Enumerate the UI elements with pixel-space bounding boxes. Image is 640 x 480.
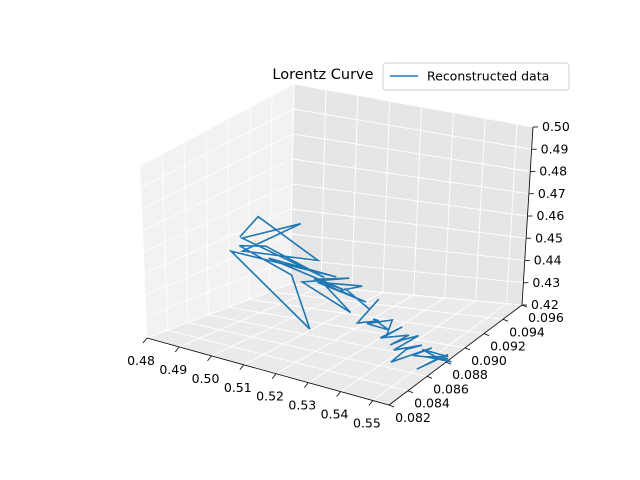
z-gridline-left [142, 158, 293, 231]
z-tick-label: 0.45 [535, 230, 563, 245]
back-pane [289, 83, 534, 306]
z-tick-label: 0.43 [532, 275, 560, 290]
x-axis-line [146, 337, 390, 406]
x-tick-mark [271, 373, 277, 379]
x-gridline-floor [275, 294, 414, 375]
x-tick-label: 0.50 [192, 371, 220, 386]
tick-labels: 0.480.490.500.510.520.530.540.55 0.0820.0… [127, 119, 570, 431]
z-gridline-back [292, 133, 531, 172]
x-gridline-floor [179, 286, 322, 348]
series-group [228, 215, 452, 370]
legend-box [382, 62, 570, 91]
x-tick-label: 0.51 [224, 380, 252, 395]
y-tick-label: 0.086 [433, 381, 469, 396]
x-tick-label: 0.55 [353, 416, 381, 431]
z-gridline-left [141, 133, 294, 210]
z-gridline-back [291, 183, 528, 217]
tick-marks [142, 126, 538, 408]
z-gridline-left [144, 208, 292, 274]
y-gridline-floor [269, 291, 504, 320]
z-gridline-back [291, 208, 527, 239]
y-tick-mark [483, 333, 490, 336]
z-tick-label: 0.48 [539, 164, 567, 179]
y-tick-label: 0.092 [490, 339, 526, 354]
z-tick-label: 0.50 [542, 119, 570, 134]
x-tick-mark [174, 346, 180, 353]
y-gridline-floor [187, 322, 428, 377]
y-gridline-floor [249, 298, 485, 335]
z-tick-label: 0.44 [534, 253, 562, 268]
x-tick-mark [239, 364, 245, 371]
axis-panes [139, 83, 534, 406]
y-tick-label: 0.090 [471, 353, 507, 368]
z-tick-label: 0.47 [538, 186, 566, 201]
z-gridline-back [293, 83, 534, 128]
x-tick-label: 0.48 [127, 353, 155, 368]
z-gridline-left [140, 108, 294, 188]
x-gridline-floor [340, 300, 476, 392]
z-gridline-back [292, 158, 529, 195]
legend: Reconstructed data [382, 62, 570, 91]
z-gridline-left [146, 283, 291, 339]
x-gridline-floor [308, 297, 445, 384]
y-gridline-floor [167, 329, 409, 392]
y-tick-label: 0.096 [528, 310, 564, 325]
y-tick-label: 0.088 [452, 367, 488, 382]
x-tick-mark [304, 382, 309, 388]
x-gridline-floor [211, 289, 353, 357]
y-tick-label: 0.084 [414, 396, 450, 411]
x-tick-label: 0.54 [321, 407, 349, 422]
z-tick-label: 0.42 [531, 297, 559, 312]
x-gridline-floor [243, 292, 384, 366]
x-tick-mark [336, 391, 341, 397]
z-gridline-left [139, 83, 295, 167]
z-gridline-left [145, 233, 292, 296]
chart-title: Lorentz Curve [272, 67, 373, 83]
z-gridline-back [290, 258, 524, 284]
y-axis-line [388, 304, 523, 406]
y-gridline-floor [228, 306, 466, 349]
y-tick-mark [445, 361, 452, 365]
y-tick-label: 0.082 [395, 410, 431, 425]
z-gridline-back [293, 108, 532, 150]
x-gridline-floor [372, 303, 507, 401]
y-tick-mark [426, 376, 433, 379]
x-tick-mark [207, 355, 212, 362]
y-gridline-floor [208, 314, 447, 363]
y-tick-mark [464, 347, 471, 351]
x-tick-mark [142, 337, 148, 344]
y-tick-mark [388, 404, 395, 408]
z-tick-label: 0.46 [537, 208, 565, 223]
y-tick-label: 0.094 [509, 324, 545, 339]
series-line-0 [228, 215, 452, 370]
legend-label: Reconstructed data [427, 69, 549, 84]
z-gridline-left [143, 183, 293, 253]
x-tick-label: 0.53 [288, 398, 316, 413]
x-tick-label: 0.52 [256, 389, 284, 404]
y-tick-mark [502, 318, 509, 322]
x-tick-mark [368, 400, 374, 406]
x-tick-label: 0.49 [159, 362, 187, 377]
z-tick-label: 0.49 [541, 141, 569, 156]
z-gridline-back [290, 233, 525, 261]
y-tick-mark [407, 390, 414, 394]
z-gridline-left [145, 258, 291, 317]
